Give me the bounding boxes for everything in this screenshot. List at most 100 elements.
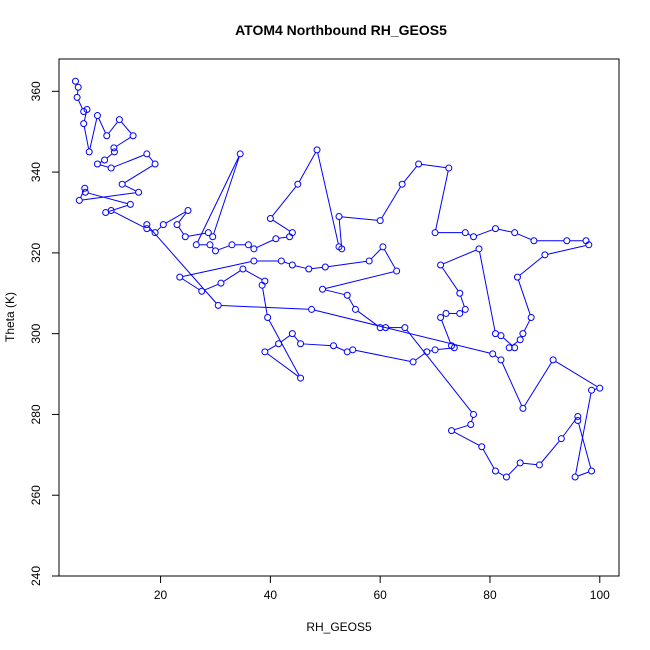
data-point [192,241,200,249]
data-point [461,305,469,313]
series-segment [497,471,505,477]
series-segment [178,226,185,235]
data-point [445,164,453,172]
series-segment [421,163,446,169]
data-point [563,237,571,245]
series-segment [218,245,230,251]
data-point [115,116,123,124]
data-point [365,257,373,265]
series-segment [213,156,240,235]
data-point [277,257,285,265]
data-point [198,287,206,295]
series-segment [517,279,531,315]
data-point [588,386,596,394]
data-point [319,285,327,293]
data-point [250,257,258,265]
data-point [401,324,409,332]
data-point [93,160,101,168]
series-segment [435,170,449,230]
series-segment [357,310,379,327]
data-point [176,273,184,281]
data-point [181,233,189,241]
data-point [489,350,497,358]
series-segment [577,471,589,477]
series-segment [80,190,85,198]
series-segment [494,355,499,359]
data-point [467,421,475,429]
data-point [343,348,351,356]
series-segment [502,337,513,347]
data-point [288,261,296,269]
series-segment [197,156,240,243]
series-segment [182,278,200,291]
data-point [335,213,343,221]
data-point [244,241,252,249]
data-point [313,146,321,154]
data-point [461,229,469,237]
series-segment [148,155,154,163]
series-segment [267,344,277,351]
data-point [71,77,79,85]
data-point [450,344,458,352]
series-segment [311,266,323,270]
data-point [519,404,527,412]
series-segment [271,186,297,217]
plot-frame [58,58,620,577]
x-tick-label: 100 [590,588,610,602]
data-point [431,229,439,237]
data-point [73,93,81,101]
data-point [261,348,269,356]
data-point [308,305,316,313]
series-segment [88,192,128,205]
data-point [511,344,519,352]
data-point [376,217,384,225]
y-tick-label: 280 [29,404,43,424]
data-point [409,358,417,366]
data-point [470,233,478,241]
data-point [448,427,456,435]
data-point [379,243,387,251]
data-point [143,221,151,229]
series-segment [328,260,367,268]
data-point [478,443,486,451]
series-segment [519,256,543,276]
series-segment [113,211,145,228]
series-segment [182,261,252,277]
data-point [173,221,181,229]
data-point [475,245,483,253]
data-point [549,356,557,364]
series-segment [98,118,106,134]
data-point [351,305,359,313]
data-point [423,348,431,356]
series-segment [124,185,137,192]
data-point [338,245,346,253]
data-point [184,206,192,214]
data-point [93,112,101,120]
y-tick-label: 260 [29,485,43,505]
series-segment [108,121,118,134]
data-point [527,314,535,321]
series-segment [295,265,307,269]
data-point [585,241,593,249]
data-point [228,241,236,249]
data-point [151,160,159,168]
data-point [214,301,222,309]
data-point [107,164,115,172]
data-point [266,215,274,223]
series-segment [381,186,402,219]
series-segment [578,423,592,469]
series-segment [178,212,187,223]
data-point [236,150,244,158]
data-point [431,346,439,354]
data-point [557,435,565,443]
data-point [393,267,401,275]
data-point [74,83,82,91]
data-point [574,412,582,420]
data-point [376,324,384,332]
data-point [491,225,499,233]
data-point [305,265,313,273]
series-segment [325,271,394,289]
data-point [596,384,604,392]
